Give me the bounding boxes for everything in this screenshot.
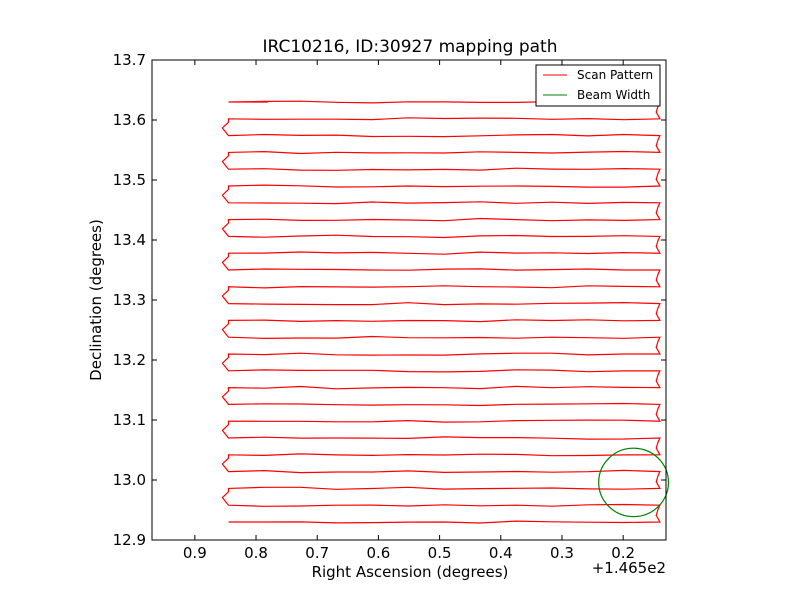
x-tick-label: 0.3 (550, 544, 574, 562)
y-tick-label: 13.4 (113, 231, 146, 249)
x-tick-label: 0.9 (183, 544, 207, 562)
y-axis-label: Declination (degrees) (87, 219, 105, 381)
x-tick-label: 0.7 (305, 544, 329, 562)
y-tick-label: 12.9 (113, 531, 146, 549)
x-tick-label: 0.6 (366, 544, 390, 562)
scan-pattern-path (221, 100, 661, 524)
x-axis-offset-label: +1.465e2 (592, 559, 666, 577)
x-axis-ticks: 0.9 0.8 0.7 0.6 0.5 0.4 0.3 0.2 (183, 60, 635, 562)
y-tick-label: 13.2 (113, 351, 146, 369)
x-tick-label: 0.4 (489, 544, 513, 562)
y-axis-ticks: 12.9 13.0 13.1 13.2 13.3 13.4 13.5 13.6 13.7 (113, 51, 666, 549)
plot-area (221, 100, 670, 524)
y-tick-label: 13.7 (113, 51, 146, 69)
legend-label-beam-width: Beam Width (577, 88, 650, 102)
legend: Scan Pattern Beam Width (535, 64, 661, 107)
x-tick-label: 0.2 (611, 544, 635, 562)
legend-label-scan-pattern: Scan Pattern (577, 68, 653, 82)
chart-title: IRC10216, ID:30927 mapping path (263, 37, 558, 57)
y-tick-label: 13.0 (113, 471, 146, 489)
y-tick-label: 13.5 (113, 171, 146, 189)
beam-width-circle (598, 447, 670, 518)
x-tick-label: 0.8 (244, 544, 268, 562)
y-tick-label: 13.1 (113, 411, 146, 429)
y-tick-label: 13.6 (113, 111, 146, 129)
axes-frame (151, 59, 667, 541)
legend-box (535, 64, 661, 107)
x-tick-label: 0.5 (428, 544, 452, 562)
x-axis-label: Right Ascension (degrees) (312, 563, 509, 581)
y-tick-label: 13.3 (113, 291, 146, 309)
